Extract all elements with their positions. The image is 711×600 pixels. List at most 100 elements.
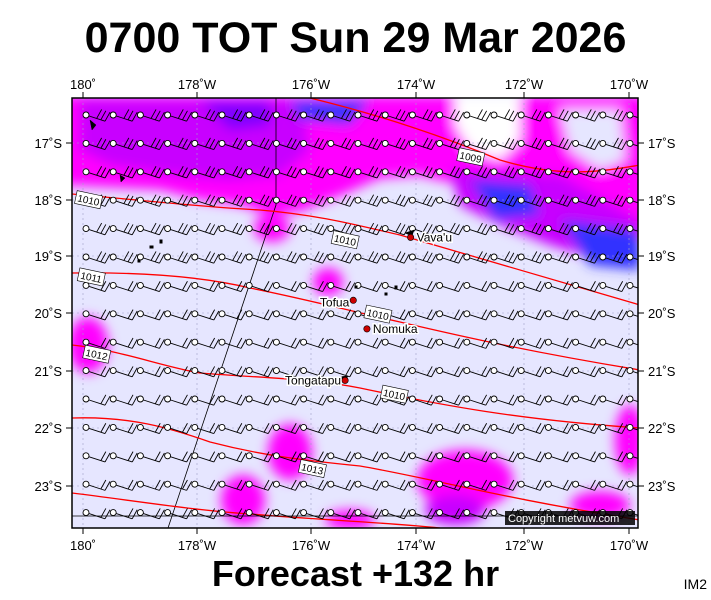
wind-barb [626,253,638,261]
wind-barb [490,337,519,349]
place-label-halo: Nomuka [373,322,418,336]
wind-barb [408,281,437,293]
wind-barb [517,451,546,463]
wind-barb [327,194,356,207]
wind-barbs [82,109,638,520]
wind-barb [245,423,274,435]
wind-barb [300,423,329,435]
wind-barb [109,366,138,378]
wind-barb [245,479,274,491]
wind-barb [272,366,301,378]
wind-barb [272,423,301,435]
wind-barb [572,451,601,463]
wind-barb [408,508,437,520]
wind-barb [245,337,274,349]
wind-barb [408,479,437,491]
wind-barb [191,137,220,151]
wind-barb [272,479,301,491]
wind-barb [136,508,165,520]
wind-barb [463,166,492,179]
wind-barb [626,423,638,431]
wind-barb [109,137,138,151]
wind-barb [82,109,111,122]
wind-barb [381,137,410,151]
wind-barb [626,111,638,119]
wind-barb [354,337,383,349]
isobar-label: 1010 [379,384,409,404]
wind-barb [164,423,193,435]
wind-barb [572,366,601,378]
wind-barb [272,137,301,151]
wind-barb [82,166,111,179]
wind-barb [517,309,546,321]
wind-barb [82,423,111,435]
isobar-label: 1010 [363,304,393,324]
wind-barb [218,166,247,179]
wind-barb [381,251,410,264]
wind-barb [354,394,383,406]
isobar-label: 1011 [76,267,106,287]
wind-barb [327,394,356,406]
wind-barb [109,394,138,406]
wind-barb [272,109,301,122]
image-code: IM2 [683,576,707,592]
wind-barb [109,281,138,293]
wind-barb [272,251,301,264]
wind-barb [517,366,546,378]
wind-barb [544,194,573,207]
lon-label-top: 172˚W [505,77,544,92]
wind-barb [599,194,628,207]
wind-barb [327,137,356,151]
wind-barb [245,109,274,122]
wind-barb [164,166,193,179]
wind-barb [599,137,628,151]
wind-barb [245,281,274,293]
wind-barb [354,222,383,236]
wind-barb [327,423,356,435]
wind-barb [517,109,546,122]
lon-label-bottom: 176˚W [292,538,331,553]
wind-barb [599,251,628,264]
wind-barb [436,222,465,236]
lat-label-right: 23˚S [648,479,676,494]
wind-barb [300,394,329,406]
wind-barb [218,251,247,264]
lat-label-left: 22˚S [35,421,63,436]
wind-barb [164,309,193,321]
wind-barb [490,451,519,463]
wind-barb [572,337,601,349]
wind-barb [164,281,193,293]
wind-barb [300,137,329,151]
place-label-halo: Tofua [320,295,350,309]
wind-barb [354,109,383,122]
wind-barb [572,309,601,321]
wind-barb [272,451,301,463]
wind-barb [300,451,329,463]
wind-barb [463,109,492,122]
wind-barb [191,337,220,349]
wind-barb [436,309,465,321]
wind-barb [354,423,383,435]
wind-barb [572,479,601,491]
wind-barb [218,109,247,122]
wind-barb [626,452,638,460]
wind-barb [218,281,247,293]
wind-barb [463,222,492,236]
axis-ticks [66,92,644,534]
isobar-label-text: 1010 [333,234,357,249]
wind-barb [300,479,329,491]
wind-barb [82,479,111,491]
wind-barb [490,366,519,378]
lon-label-top: 180˚ [70,77,96,92]
wind-barb [463,366,492,378]
wind-barb [463,479,492,491]
wind-barb [218,479,247,491]
wind-barb [408,137,437,151]
wind-barb [354,251,383,264]
wind-barb [300,194,329,207]
wind-barb [327,366,356,378]
wind-barb [82,251,111,264]
wind-barb [164,194,193,207]
wind-barb [164,451,193,463]
place-label-halo: Tongatapu [285,373,341,387]
